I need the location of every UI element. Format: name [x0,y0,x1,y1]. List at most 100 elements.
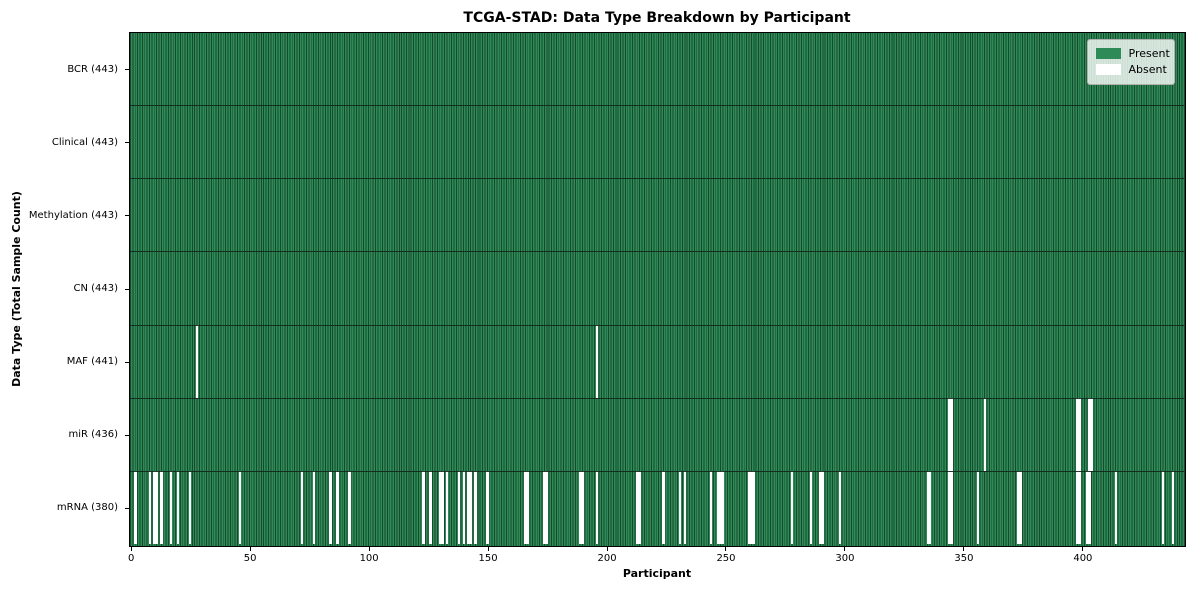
legend-entry-present: Present [1095,46,1170,62]
row-separator [129,251,1184,253]
absent-cell [545,471,549,545]
absent-cell [1076,398,1079,472]
y-tick-mark [124,507,129,509]
x-tick-mark [606,546,608,551]
legend: Present Absent [1086,38,1175,85]
absent-cell [710,471,713,545]
x-tick-mark [1082,546,1084,551]
absent-cell [947,398,951,472]
absent-cell [947,471,951,545]
y-tick-mark [124,434,129,436]
absent-cell [1019,471,1022,545]
legend-present-label: Present [1128,47,1170,60]
row-separator [129,105,1184,107]
absent-cell [662,471,665,545]
x-tick-mark [249,546,251,551]
x-tick-mark [487,546,489,551]
absent-cell [809,471,813,545]
x-tick-mark [725,546,727,551]
absent-cell [581,471,584,545]
absent-cell [1016,471,1020,545]
absent-cell [1088,471,1091,545]
absent-cell [1162,471,1165,545]
absent-cell [153,471,156,545]
absent-cell [636,471,639,545]
y-tick-label: Methylation (443) [28,209,118,221]
legend-absent-swatch [1095,64,1121,75]
legend-present-swatch [1095,48,1121,59]
row-separator [129,397,1184,399]
x-tick-label: 250 [716,553,736,564]
absent-cell [348,471,351,545]
absent-cell [238,471,242,545]
absent-cell [300,471,304,545]
absent-cell [177,471,180,545]
x-tick-label: 150 [478,553,498,564]
absent-cell [1078,398,1082,472]
absent-cell [148,471,151,545]
absent-cell [445,471,449,545]
absent-cell [1085,471,1089,545]
absent-cell [719,471,722,545]
absent-cell [160,471,163,545]
absent-cell [155,471,159,545]
absent-cell [457,471,461,545]
absent-cell [486,471,489,545]
absent-cell [819,471,822,545]
absent-cell [750,471,753,545]
absent-cell [983,398,987,472]
y-tick-label: BCR (443) [67,63,118,75]
absent-cell [926,471,929,545]
y-tick-mark [124,288,129,290]
absent-cell [790,471,794,545]
x-tick-mark [130,546,132,551]
absent-cell [928,471,932,545]
x-tick-label: 300 [835,553,855,564]
absent-cell [595,471,599,545]
x-tick-mark [963,546,965,551]
y-tick-mark [124,361,129,363]
absent-cell [188,471,192,545]
absent-cell [467,471,470,545]
absent-cell [821,471,825,545]
absent-cell [422,471,425,545]
absent-cell [336,471,339,545]
x-tick-mark [368,546,370,551]
absent-cell [134,471,137,545]
y-tick-label: CN (443) [73,283,118,294]
absent-cell [543,471,546,545]
absent-cell [683,471,687,545]
absent-cell [474,471,477,545]
absent-cell [717,471,720,545]
absent-cell [721,471,725,545]
absent-cell [976,471,979,545]
absent-cell [838,471,841,545]
absent-cell [679,471,682,545]
y-tick-label: Clinical (443) [51,136,118,148]
x-tick-label: 200 [597,553,617,564]
y-tick-mark [124,142,129,144]
absent-cell [950,471,953,545]
absent-cell [1078,471,1082,545]
absent-cell [748,471,751,545]
absent-cell [169,471,173,545]
absent-cell [579,471,582,545]
y-tick-mark [124,215,129,217]
legend-absent-label: Absent [1128,63,1167,76]
y-tick-mark [124,69,129,71]
absent-cell [524,471,527,545]
absent-cell [1114,471,1117,545]
y-tick-label: MAF (441) [66,356,118,368]
absent-cell [1090,398,1094,472]
absent-cell [638,471,642,545]
absent-cell [469,471,473,545]
absent-cell [595,325,599,399]
x-tick-label: 400 [1073,553,1093,564]
y-tick-label: miR (436) [68,429,118,441]
absent-cell [429,471,432,545]
y-tick-label: mRNA (380) [56,502,118,514]
absent-cell [441,471,444,545]
legend-entry-absent: Absent [1095,62,1167,78]
row-separator [129,178,1184,180]
